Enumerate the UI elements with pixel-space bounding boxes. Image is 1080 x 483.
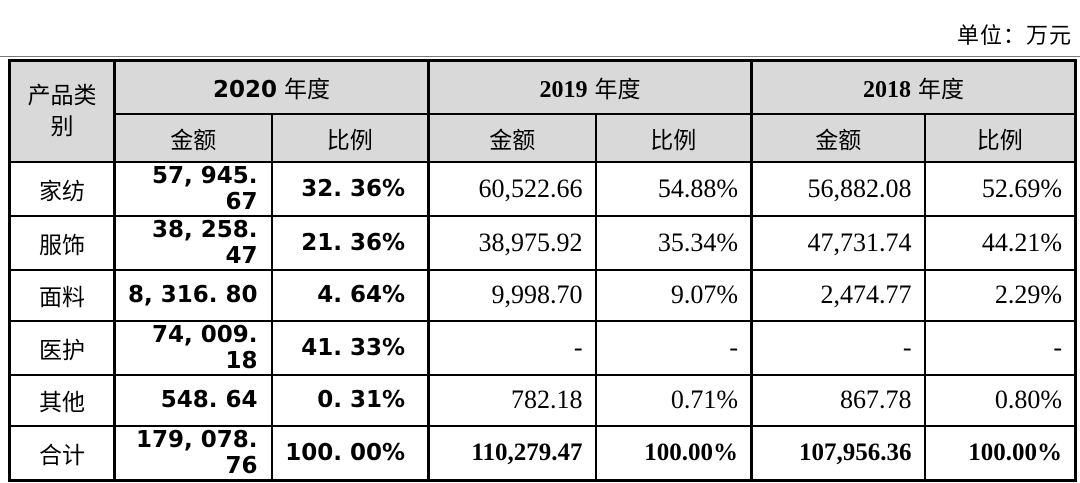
subheader-2020-amount: 金额 [113, 112, 273, 163]
subheader-2018-ratio: 比例 [923, 112, 1077, 163]
table-cell: - [750, 319, 926, 376]
table-cell: 47,731.74 [750, 214, 926, 271]
year-2018-number: 2018 [863, 77, 912, 104]
table-cell: 21. 36% [270, 214, 430, 271]
table-cell: 52.69% [923, 160, 1077, 217]
table-cell: 8, 316. 80 [113, 268, 273, 322]
subheader-2020-ratio: 比例 [270, 112, 430, 163]
table-cell: 2.29% [923, 268, 1077, 322]
row-label-cell: 家纺 [8, 160, 116, 217]
row-label-cell: 医护 [8, 319, 116, 376]
table-cell: 548. 64 [113, 373, 273, 427]
table-cell: 110,279.47 [427, 424, 597, 481]
row-label-cell: 面料 [8, 268, 116, 322]
table-cell: - [923, 319, 1077, 376]
table-cell: 35.34% [594, 214, 753, 271]
table-row-other: 其他 548. 64 0. 31% 782.18 0.71% 867.78 0.… [8, 373, 1077, 427]
table-cell: 782.18 [427, 373, 597, 427]
table-cell: 100. 00% [270, 424, 430, 481]
top-divider-line [0, 56, 1080, 57]
table-cell: 60,522.66 [427, 160, 597, 217]
year-header-row: 产品类 别 2020 年度 2019 年度 2018 年度 [8, 59, 1077, 163]
table-cell: 41. 33% [270, 319, 430, 376]
table-cell: 100.00% [923, 424, 1077, 481]
table-cell: 38, 258. 47 [113, 214, 273, 271]
table-cell: 9.07% [594, 268, 753, 322]
unit-label: 单位：万元 [956, 23, 1072, 48]
subheader-2018-amount: 金额 [750, 112, 926, 163]
subheader-2019-amount: 金额 [427, 112, 597, 163]
table-row-total: 合计 179, 078. 76 100. 00% 110,279.47 100.… [8, 424, 1077, 481]
year-2020-number: 2020 [213, 77, 278, 104]
table-cell: 100.00% [594, 424, 753, 481]
table-cell: 44.21% [923, 214, 1077, 271]
table-cell: 107,956.36 [750, 424, 926, 481]
table-cell: 0. 31% [270, 373, 430, 427]
table-cell: 867.78 [750, 373, 926, 427]
table-cell: 32. 36% [270, 160, 430, 217]
year-2020-suffix: 年度 [284, 77, 331, 103]
table-cell: - [427, 319, 597, 376]
table-cell: 0.80% [923, 373, 1077, 427]
table-cell: 179, 078. 76 [113, 424, 273, 481]
revenue-by-product-table: 产品类 别 2020 年度 2019 年度 2018 年度 金额 比例 金额 比例 金… [8, 59, 1078, 482]
table-cell: 74, 009. 18 [113, 319, 273, 376]
table-cell: 57, 945. 67 [113, 160, 273, 217]
year-header-2019: 2019 年度 [427, 59, 753, 115]
table-cell: - [594, 319, 753, 376]
year-header-2018: 2018 年度 [750, 59, 1077, 115]
table-row-home-textiles: 家纺 57, 945. 67 32. 36% 60,522.66 54.88% … [8, 160, 1077, 217]
year-2019-suffix: 年度 [594, 77, 641, 103]
table-cell: 0.71% [594, 373, 753, 427]
table-cell: 56,882.08 [750, 160, 926, 217]
row-label-cell: 服饰 [8, 214, 116, 271]
table-cell: 38,975.92 [427, 214, 597, 271]
row-label-cell: 其他 [8, 373, 116, 427]
table-row-medical: 医护 74, 009. 18 41. 33% - - - - [8, 319, 1077, 376]
year-2018-suffix: 年度 [918, 77, 965, 103]
category-header-cell: 产品类 别 [8, 59, 116, 163]
subheader-row: 金额 比例 金额 比例 金额 比例 [10, 112, 1077, 163]
table-row-apparel: 服饰 38, 258. 47 21. 36% 38,975.92 35.34% … [8, 214, 1077, 271]
table-cell: 2,474.77 [750, 268, 926, 322]
table-cell: 54.88% [594, 160, 753, 217]
row-label-cell: 合计 [8, 424, 116, 481]
year-header-2020: 2020 年度 [112, 59, 430, 115]
subheader-2019-ratio: 比例 [594, 112, 753, 163]
table-row-fabric: 面料 8, 316. 80 4. 64% 9,998.70 9.07% 2,47… [8, 268, 1077, 322]
year-2019-number: 2019 [539, 77, 588, 104]
table-cell: 9,998.70 [427, 268, 597, 322]
table-cell: 4. 64% [270, 268, 430, 322]
